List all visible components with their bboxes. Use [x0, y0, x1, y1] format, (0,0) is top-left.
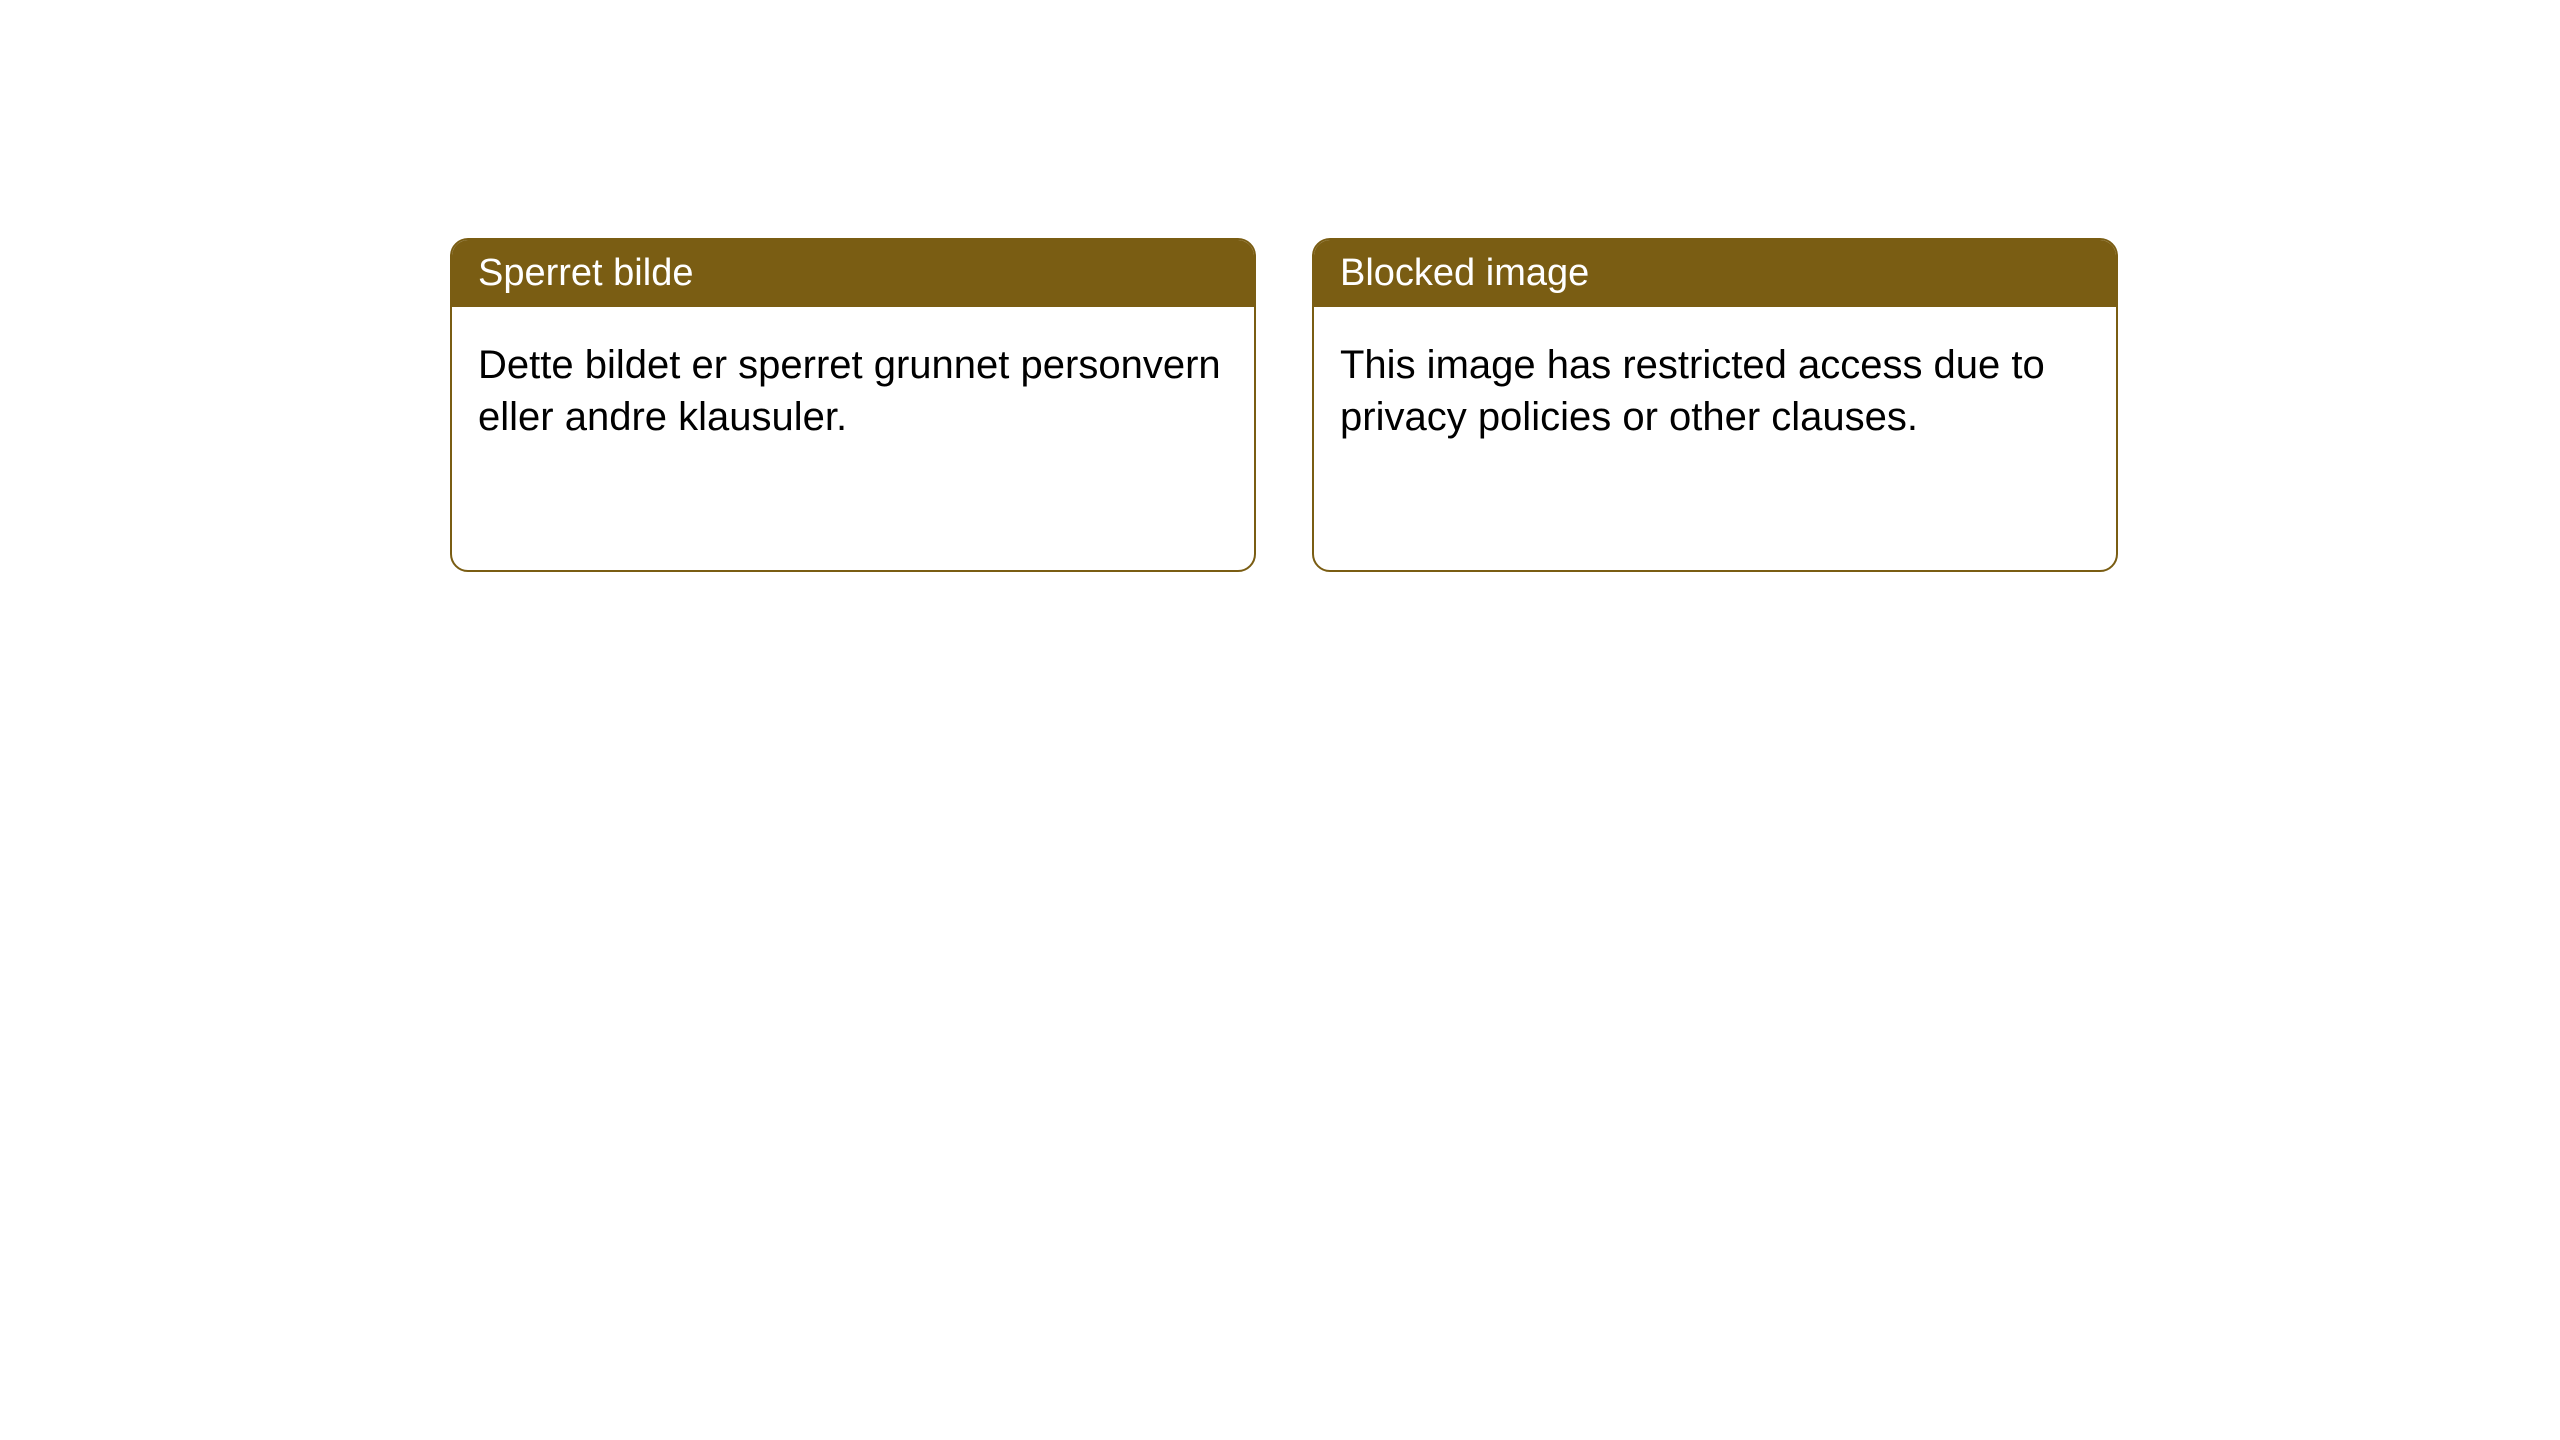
notice-card-body: Dette bildet er sperret grunnet personve… — [452, 307, 1254, 475]
notice-card-text: Dette bildet er sperret grunnet personve… — [478, 343, 1221, 439]
notice-card-text: This image has restricted access due to … — [1340, 343, 2045, 439]
notice-card-title: Sperret bilde — [478, 252, 693, 294]
notice-card-english: Blocked image This image has restricted … — [1312, 238, 2118, 572]
notice-card-norwegian: Sperret bilde Dette bildet er sperret gr… — [450, 238, 1256, 572]
notice-card-header: Sperret bilde — [452, 240, 1254, 307]
notice-card-body: This image has restricted access due to … — [1314, 307, 2116, 475]
notice-card-header: Blocked image — [1314, 240, 2116, 307]
notice-card-title: Blocked image — [1340, 252, 1589, 294]
notice-container: Sperret bilde Dette bildet er sperret gr… — [0, 0, 2560, 572]
